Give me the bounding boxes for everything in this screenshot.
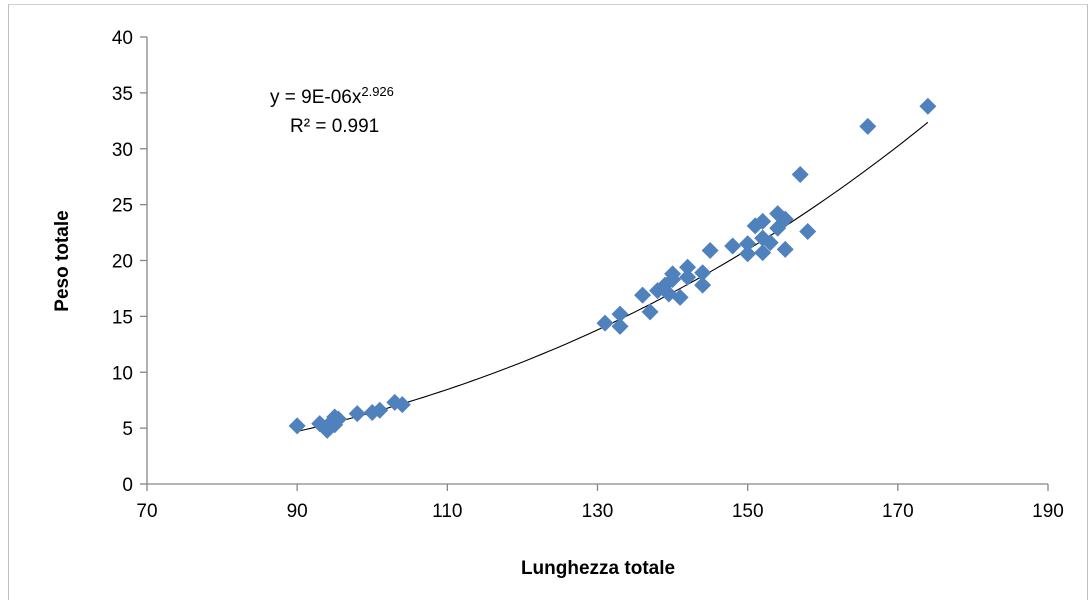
y-tick-label: 0 — [122, 475, 133, 496]
trendline-equation-exponent: 2.926 — [361, 84, 394, 99]
x-tick-label: 170 — [882, 501, 914, 522]
y-tick-label: 40 — [112, 28, 133, 49]
data-point — [694, 264, 712, 282]
data-point — [611, 317, 629, 335]
data-point — [919, 97, 937, 115]
data-point — [348, 405, 366, 423]
y-tick-label: 20 — [112, 252, 133, 273]
data-points — [288, 97, 937, 439]
x-axis-ticks: 70 90 110 130 150 170 190 — [136, 484, 1064, 522]
data-point — [634, 286, 652, 304]
data-point — [791, 165, 809, 183]
chart-frame — [8, 4, 1088, 600]
data-point — [694, 276, 712, 294]
y-axis-title: Peso totale — [52, 210, 73, 311]
trendline-r-squared: R² = 0.991 — [290, 116, 379, 137]
data-point — [611, 305, 629, 323]
y-tick-label: 25 — [112, 196, 133, 217]
trendline-equation: y = 9E-06x2.926 — [270, 84, 394, 108]
y-tick-label: 10 — [112, 363, 133, 384]
x-tick-label: 150 — [732, 501, 764, 522]
data-point — [739, 235, 757, 253]
data-point — [393, 396, 411, 414]
x-tick-label: 110 — [432, 501, 462, 522]
data-point — [288, 417, 306, 435]
data-point — [679, 258, 697, 276]
x-tick-label: 90 — [287, 501, 308, 522]
data-point — [754, 244, 772, 262]
trendline-equation-base: y = 9E-06x — [270, 87, 362, 108]
trendline — [297, 121, 929, 432]
data-point — [776, 240, 794, 258]
data-point — [329, 410, 347, 428]
data-point — [671, 288, 689, 306]
data-point — [739, 245, 757, 263]
data-point — [701, 241, 719, 259]
data-point — [761, 234, 779, 252]
data-point — [371, 401, 389, 419]
data-point — [859, 117, 877, 135]
x-tick-label: 190 — [1032, 501, 1064, 522]
x-tick-label: 130 — [582, 501, 614, 522]
data-point — [596, 314, 614, 332]
x-tick-label: 70 — [136, 501, 157, 522]
data-point — [664, 265, 682, 283]
data-point — [754, 212, 772, 230]
y-tick-label: 15 — [112, 307, 133, 328]
data-point — [724, 237, 742, 255]
data-point — [679, 268, 697, 286]
data-point — [776, 210, 794, 228]
x-axis-title: Lunghezza totale — [521, 558, 675, 579]
y-tick-label: 30 — [112, 140, 133, 161]
data-point — [641, 303, 659, 321]
y-axis-ticks: 0 5 10 15 20 25 30 35 40 — [112, 28, 147, 496]
y-tick-label: 5 — [122, 419, 133, 440]
data-point — [799, 222, 817, 240]
y-tick-label: 35 — [112, 84, 133, 105]
